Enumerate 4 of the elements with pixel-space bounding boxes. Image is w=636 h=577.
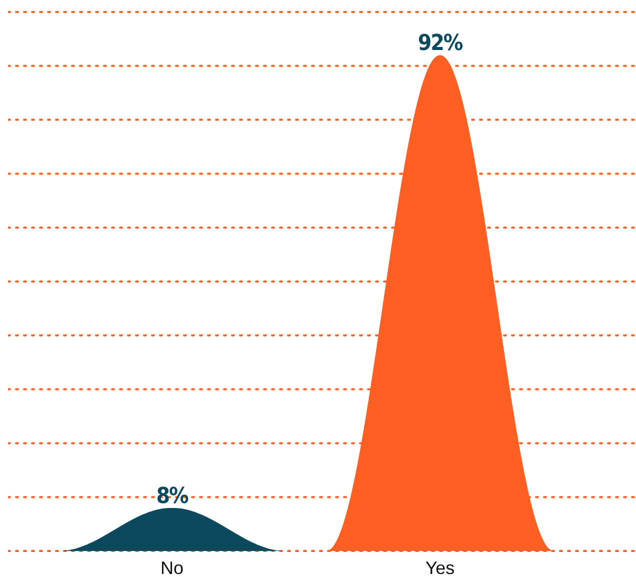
x-tick-label: No xyxy=(160,558,184,577)
data-label: 92% xyxy=(418,31,464,56)
x-tick-label: Yes xyxy=(425,558,455,577)
data-label: 8% xyxy=(156,484,189,509)
